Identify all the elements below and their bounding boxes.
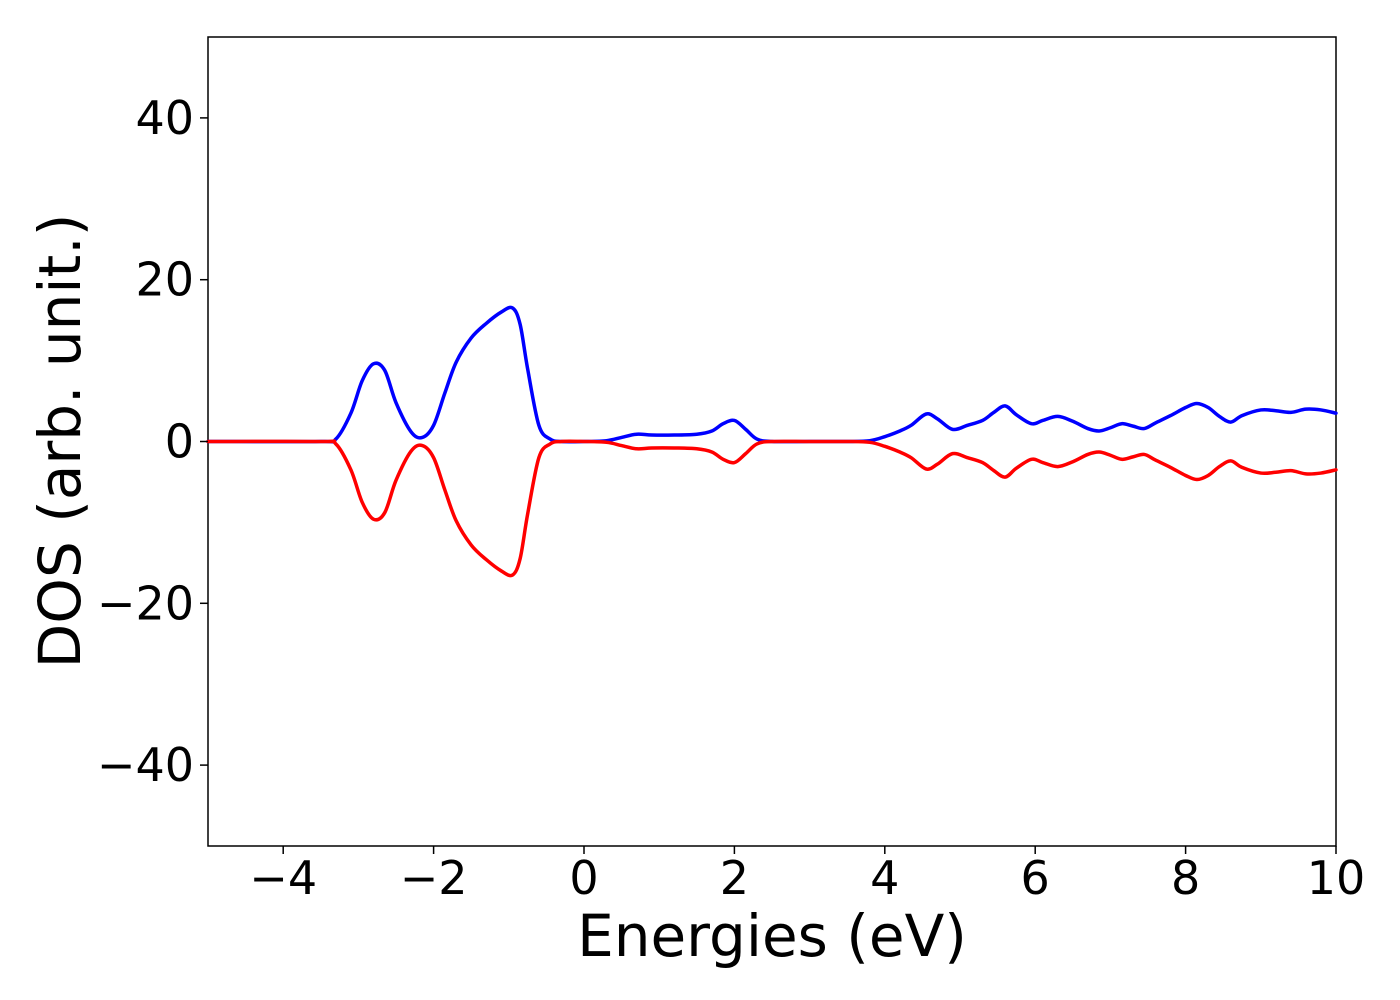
y-tick-label: −40 xyxy=(97,738,194,792)
x-tick-label: 8 xyxy=(1171,851,1200,905)
x-tick-label: 4 xyxy=(870,851,899,905)
x-axis: −4 −2 0 2 4 6 8 10 xyxy=(249,846,1365,905)
y-tick-label: 20 xyxy=(135,253,194,307)
y-tick-label: 40 xyxy=(135,91,194,145)
y-tick-label: −20 xyxy=(97,576,194,630)
dos-series-red-line xyxy=(206,439,1338,578)
y-axis-label: DOS (arb. unit.) xyxy=(26,214,94,669)
x-tick-label: 0 xyxy=(569,851,598,905)
y-axis: −40 −20 0 20 40 xyxy=(97,91,208,792)
x-tick-label: −2 xyxy=(400,851,468,905)
dos-series-blue-line xyxy=(206,305,1338,444)
x-axis-label: Energies (eV) xyxy=(577,902,967,970)
x-tick-label: −4 xyxy=(249,851,317,905)
y-tick-label: 0 xyxy=(165,415,194,469)
series-layer xyxy=(206,305,1338,578)
x-tick-label: 6 xyxy=(1021,851,1050,905)
x-tick-label: 10 xyxy=(1307,851,1366,905)
x-tick-label: 2 xyxy=(720,851,749,905)
